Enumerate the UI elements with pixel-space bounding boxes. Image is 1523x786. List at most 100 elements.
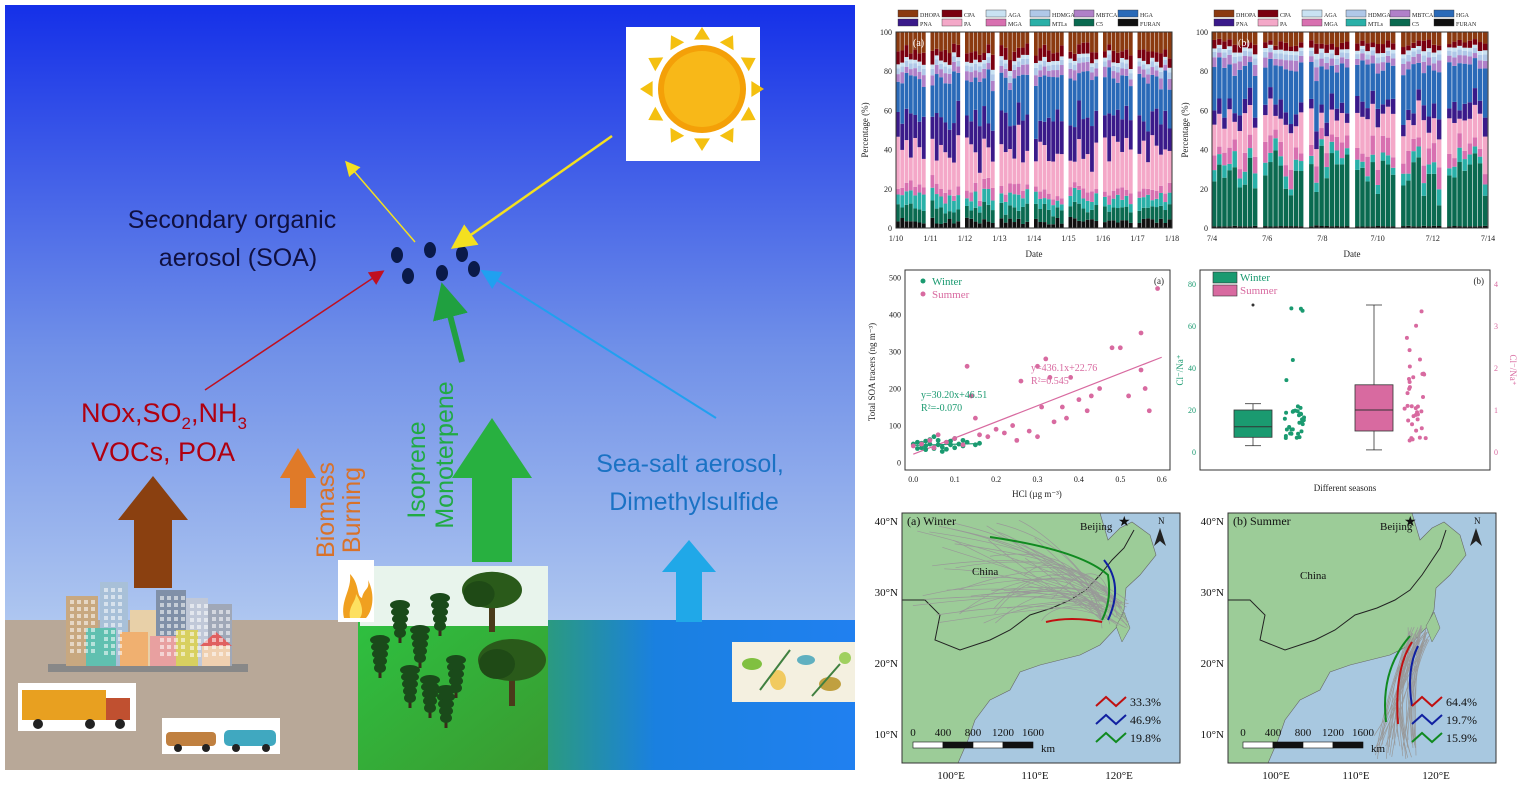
- bar-segment: [1416, 49, 1421, 55]
- bar-segment: [1365, 108, 1370, 120]
- map-title: (a) Winter: [907, 514, 956, 528]
- concept-panel: Secondary organic aerosol (SOA) NOx,SO2,…: [5, 5, 855, 770]
- bar-segment: [986, 57, 991, 64]
- bar-segment: [1237, 178, 1243, 188]
- trajectory: [1410, 626, 1421, 748]
- bar-segment: [1452, 226, 1457, 228]
- bar-segment: [1447, 50, 1452, 56]
- bar-segment: [1111, 65, 1116, 72]
- bar-segment: [1222, 57, 1227, 68]
- bar-segment: [900, 62, 905, 67]
- bar-segment: [1375, 57, 1381, 64]
- cluster-percent: 33.3%: [1130, 695, 1161, 709]
- bar-segment: [1222, 41, 1227, 49]
- bar-segment: [1081, 42, 1086, 54]
- bar-segment: [1309, 226, 1314, 228]
- tick-label: 60: [884, 106, 892, 115]
- bar-segment: [939, 144, 943, 189]
- bar-segment: [1081, 62, 1086, 72]
- bar-segment: [965, 71, 969, 81]
- bar-segment: [1252, 117, 1258, 128]
- bar-segment: [908, 63, 913, 70]
- bar-segment: [1263, 162, 1268, 176]
- bar-segment: [1421, 32, 1427, 41]
- bar-segment: [1472, 88, 1478, 105]
- bar-segment: [1003, 68, 1008, 78]
- bar-segment: [999, 32, 1004, 46]
- bar-segment: [1237, 56, 1243, 62]
- bar-segment: [947, 64, 952, 69]
- bar-segment: [1344, 122, 1350, 136]
- bar-segment: [900, 50, 905, 63]
- bar-segment: [1055, 200, 1060, 208]
- bar-segment: [1355, 64, 1360, 96]
- bar-segment: [904, 191, 909, 205]
- bar-segment: [1016, 32, 1021, 48]
- bar-segment: [1416, 46, 1421, 50]
- bar-segment: [908, 53, 913, 60]
- tick-label-left: 60: [1188, 322, 1196, 331]
- bar-segment: [1146, 188, 1150, 195]
- bar-segment: [896, 221, 900, 228]
- legend-swatch: [941, 18, 963, 27]
- bar-segment: [1273, 53, 1278, 59]
- scatter-point-summer: [1138, 330, 1144, 336]
- bar-segment: [1003, 47, 1008, 60]
- bar-segment: [913, 114, 918, 138]
- bar-segment: [1283, 165, 1289, 177]
- bar-segment: [1227, 54, 1232, 65]
- bar-segment: [1283, 112, 1289, 125]
- bar-segment: [1232, 63, 1237, 76]
- bar-segment: [1411, 162, 1416, 227]
- cluster-mean-trajectory: [1103, 559, 1117, 621]
- bar-segment: [1278, 49, 1283, 54]
- bar-segment: [1042, 44, 1047, 57]
- bar-segment: [1411, 151, 1416, 163]
- bar-segment: [977, 172, 982, 201]
- bar-segment: [943, 192, 948, 204]
- tick-label: 1/18: [1165, 234, 1179, 243]
- tick-label-left: 80: [1188, 280, 1196, 289]
- bar-segment: [1421, 61, 1427, 74]
- bar-segment: [921, 32, 926, 53]
- bar-segment: [896, 64, 900, 69]
- bar-segment: [1107, 220, 1112, 228]
- bar-segment: [977, 212, 982, 224]
- taiwan: [1425, 611, 1441, 643]
- tick-label: 1/17: [1130, 234, 1144, 243]
- bar-segment: [1273, 58, 1278, 66]
- bar-segment: [1021, 198, 1025, 207]
- north-arrow-icon: [1154, 528, 1166, 546]
- bar-segment: [1081, 158, 1086, 189]
- y-axis-label-left: Cl⁻/Na⁺: [1175, 354, 1185, 385]
- panel-label: (b): [1474, 276, 1485, 286]
- bar-segment: [952, 223, 956, 228]
- bar-segment: [1103, 196, 1107, 207]
- bar-segment: [1025, 203, 1030, 222]
- bar-segment: [1068, 78, 1073, 126]
- bar-segment: [1452, 177, 1457, 227]
- bar-segment: [1016, 210, 1021, 219]
- bar-segment: [1411, 32, 1416, 43]
- bar-segment: [1406, 173, 1411, 181]
- box-jitter-point: [1421, 394, 1426, 399]
- bar-segment: [1150, 111, 1155, 136]
- bar-segment: [1111, 220, 1116, 228]
- cluster-mean-trajectory: [1384, 635, 1411, 723]
- bar-segment: [1159, 71, 1163, 79]
- bar-segment: [1081, 119, 1086, 159]
- bar-segment: [1457, 39, 1462, 46]
- bar-segment: [1252, 225, 1258, 228]
- bar-segment: [1431, 56, 1437, 64]
- bar-segment: [1051, 121, 1056, 162]
- bar-segment: [1401, 163, 1406, 174]
- bar-segment: [1055, 77, 1060, 110]
- bar-gap: [1304, 32, 1310, 228]
- trajectory: [1020, 544, 1102, 622]
- bar-segment: [939, 207, 943, 224]
- bar-segment: [1263, 42, 1268, 49]
- bar-segment: [1293, 126, 1299, 148]
- legend-label: MTLs: [1368, 22, 1384, 28]
- bar-segment: [1003, 194, 1008, 202]
- bar-segment: [1436, 119, 1442, 140]
